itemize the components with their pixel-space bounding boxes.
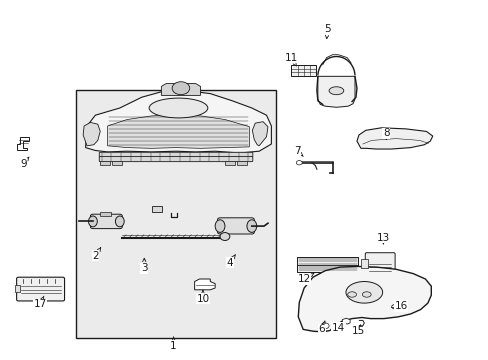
Text: 11: 11	[284, 53, 297, 66]
Bar	[237, 161, 246, 165]
Circle shape	[321, 323, 328, 329]
Text: 16: 16	[393, 301, 407, 311]
Bar	[100, 212, 111, 216]
Polygon shape	[194, 279, 215, 290]
Polygon shape	[317, 76, 354, 107]
Bar	[112, 161, 122, 165]
Bar	[291, 65, 315, 76]
FancyBboxPatch shape	[365, 253, 394, 275]
Bar	[360, 259, 367, 268]
Ellipse shape	[88, 216, 97, 227]
Ellipse shape	[346, 282, 382, 303]
Polygon shape	[17, 137, 29, 150]
Text: 5: 5	[324, 24, 330, 39]
FancyBboxPatch shape	[99, 152, 252, 157]
Ellipse shape	[347, 292, 356, 297]
FancyBboxPatch shape	[217, 218, 254, 234]
Text: 6: 6	[318, 321, 325, 334]
Text: 2: 2	[92, 248, 101, 261]
Bar	[100, 161, 110, 165]
Text: 12: 12	[297, 274, 313, 284]
Polygon shape	[298, 266, 430, 332]
Ellipse shape	[328, 87, 343, 95]
Circle shape	[296, 161, 302, 165]
Ellipse shape	[215, 220, 224, 233]
Ellipse shape	[149, 98, 207, 118]
FancyBboxPatch shape	[99, 157, 252, 162]
Ellipse shape	[220, 233, 229, 240]
Polygon shape	[85, 90, 271, 153]
Text: 3: 3	[141, 258, 147, 273]
Bar	[224, 161, 234, 165]
Text: 17: 17	[33, 296, 47, 309]
Ellipse shape	[362, 292, 370, 297]
Bar	[15, 285, 20, 292]
Polygon shape	[356, 128, 432, 149]
Ellipse shape	[115, 216, 124, 227]
Bar	[151, 206, 162, 212]
Polygon shape	[161, 84, 200, 95]
Circle shape	[172, 82, 189, 95]
Ellipse shape	[391, 305, 398, 309]
Text: 7: 7	[293, 146, 303, 156]
Bar	[76, 90, 276, 338]
Polygon shape	[107, 114, 249, 148]
Polygon shape	[342, 318, 349, 324]
Polygon shape	[83, 122, 100, 146]
Text: 1: 1	[170, 337, 177, 351]
Text: 10: 10	[196, 291, 209, 304]
FancyBboxPatch shape	[17, 277, 64, 301]
Text: 15: 15	[350, 325, 364, 336]
Ellipse shape	[246, 220, 256, 233]
Polygon shape	[252, 122, 267, 146]
Text: 13: 13	[376, 233, 389, 244]
FancyBboxPatch shape	[90, 214, 122, 229]
Text: 4: 4	[226, 255, 235, 268]
Text: 14: 14	[331, 322, 345, 333]
Text: 9: 9	[20, 157, 29, 169]
Bar	[297, 257, 358, 272]
Text: 8: 8	[382, 128, 389, 139]
